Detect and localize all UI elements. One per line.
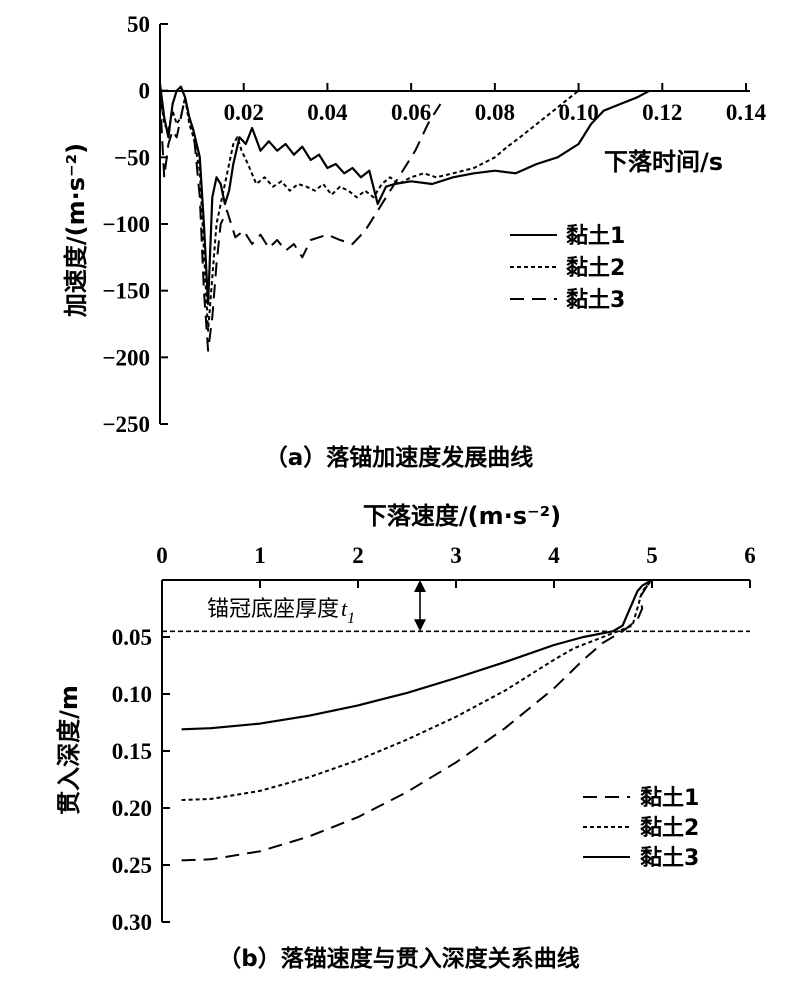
legend-b: 黏土1 黏土2 黏土3 [583, 786, 699, 871]
x-tick-label-b: 1 [254, 543, 266, 568]
x-tick-label-a: 0.04 [307, 100, 348, 125]
x-axis-label-b: 下落速度/(m·s⁻²) [363, 502, 561, 530]
x-tick-label-b: 5 [646, 543, 658, 568]
y-tick-label-b: 0.20 [112, 796, 152, 821]
legend-label-clay3-a: 黏土3 [566, 288, 625, 313]
x-tick-label-b: 0 [156, 543, 168, 568]
x-tick-label-b: 3 [450, 543, 462, 568]
arrow-down-icon [414, 619, 426, 632]
series-line-clay1-a [158, 83, 651, 306]
y-tick-label-a: −100 [102, 212, 150, 237]
legend-label-clay1-b: 黏土1 [640, 786, 699, 811]
series-line-clay3-a [159, 96, 442, 352]
series-line-clay3-b [181, 579, 653, 731]
legend-label-clay2-b: 黏土2 [640, 816, 699, 841]
arrow-up-icon [414, 580, 426, 592]
series-line-clay1-b [181, 579, 653, 862]
svg-text:贯入深度/m: 贯入深度/m [55, 685, 83, 815]
y-tick-label-b: 0.05 [112, 625, 152, 650]
y-axis-label-a: 加速度/(m·s⁻²) [62, 143, 90, 317]
penetration-chart: 下落速度/(m·s⁻²) 0 1 2 3 4 5 6 0.05 0.10 0.15 0.20 0.2… [55, 502, 756, 972]
x-tick-label-b: 4 [548, 543, 560, 568]
x-axis-label-a: 下落时间/s [604, 148, 723, 176]
y-tick-label-b: 0.10 [112, 682, 152, 707]
y-tick-label-a: −50 [114, 145, 150, 170]
x-tick-label-a: 0.12 [642, 100, 682, 125]
anchor-base-thickness-label: 锚冠底座厚度t1 [207, 596, 355, 627]
x-tick-label-a: 0.08 [475, 100, 515, 125]
y-axis-label-b: 贯入深度/m [55, 685, 83, 815]
y-tick-label-b: 0.30 [112, 910, 152, 935]
y-tick-label-a: −250 [102, 412, 150, 437]
legend-label-clay1-a: 黏土1 [566, 224, 625, 249]
x-tick-label-b: 2 [352, 543, 364, 568]
y-tick-label-b: 0.15 [112, 739, 152, 764]
legend-a: 黏土1 黏土2 黏土3 [510, 224, 625, 313]
legend-label-clay2-a: 黏土2 [566, 256, 625, 281]
acceleration-chart: 50 0 −50 −100 −150 −200 −250 0.02 0.04 0.06 0.08 0… [62, 12, 767, 471]
x-tick-label-a: 0.10 [558, 100, 598, 125]
series-line-clay2-a [159, 89, 580, 332]
thickness-arrow [414, 580, 426, 632]
x-tick-label-a: 0.14 [726, 100, 767, 125]
caption-a: （a）落锚加速度发展曲线 [265, 444, 534, 471]
x-tick-label-a: 0.06 [391, 100, 431, 125]
y-tick-label-a: −200 [102, 345, 150, 370]
legend-label-clay3-b: 黏土3 [640, 846, 699, 871]
x-tick-label-b: 6 [744, 543, 756, 568]
x-tick-label-a: 0.02 [224, 100, 264, 125]
y-tick-label-b: 0.25 [112, 853, 152, 878]
series-line-clay2-b [181, 579, 653, 801]
caption-b: （b）落锚速度与贯入深度关系曲线 [218, 945, 579, 972]
y-tick-label-a: 0 [139, 79, 151, 104]
y-tick-label-a: −150 [102, 279, 150, 304]
y-tick-label-a: 50 [127, 12, 150, 37]
